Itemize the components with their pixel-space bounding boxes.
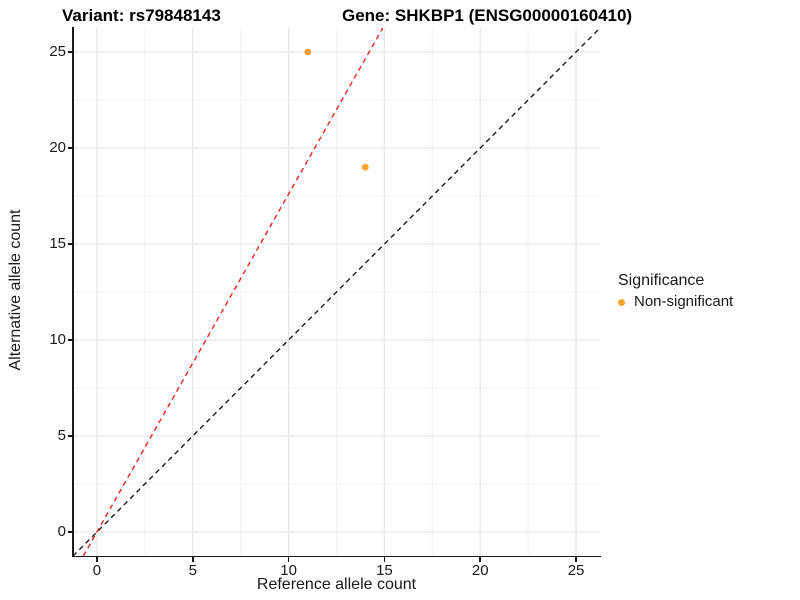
identity-line: [73, 28, 600, 556]
y-tick-label: 0: [57, 523, 66, 540]
x-tick-label: 25: [567, 562, 585, 579]
y-tick: [67, 339, 72, 341]
x-tick: [479, 557, 481, 562]
variant-title: Variant: rs79848143: [62, 6, 221, 25]
y-tick-label: 25: [49, 43, 66, 60]
legend: Significance Non-significant: [618, 271, 733, 311]
legend-item: Non-significant: [618, 293, 733, 311]
x-tick: [383, 557, 386, 562]
y-tick-label: 15: [49, 235, 66, 252]
plot-panel: [73, 28, 600, 556]
allelic-ratio-line: [82, 28, 384, 556]
x-tick-label: 15: [376, 562, 393, 579]
legend-point-icon: [618, 298, 625, 306]
x-tick: [287, 557, 290, 562]
y-tick: [67, 531, 72, 533]
legend-title: Significance: [618, 272, 705, 289]
y-tick: [67, 435, 72, 437]
legend-item-label: Non-significant: [634, 293, 734, 310]
y-tick-label: 20: [49, 139, 66, 156]
gene-title: Gene: SHKBP1 (ENSG00000160410): [342, 6, 633, 25]
data-point: [361, 163, 369, 171]
x-tick: [96, 557, 98, 562]
x-tick-label: 0: [92, 562, 102, 579]
x-tick-label: 5: [188, 562, 197, 579]
y-axis-line: [72, 27, 74, 557]
x-tick-label: 20: [471, 562, 489, 579]
y-tick: [67, 243, 72, 245]
y-tick: [67, 51, 72, 53]
y-tick: [67, 147, 72, 149]
data-point: [304, 48, 312, 56]
y-axis-title: Alternative allele count: [7, 209, 24, 371]
y-tick-label: 5: [57, 427, 66, 444]
y-tick-label: 10: [49, 331, 66, 348]
x-axis-line: [72, 555, 601, 557]
x-tick: [575, 557, 577, 562]
x-tick-label: 10: [280, 562, 297, 579]
x-tick: [192, 557, 194, 562]
x-axis-title: Reference allele count: [256, 576, 417, 593]
